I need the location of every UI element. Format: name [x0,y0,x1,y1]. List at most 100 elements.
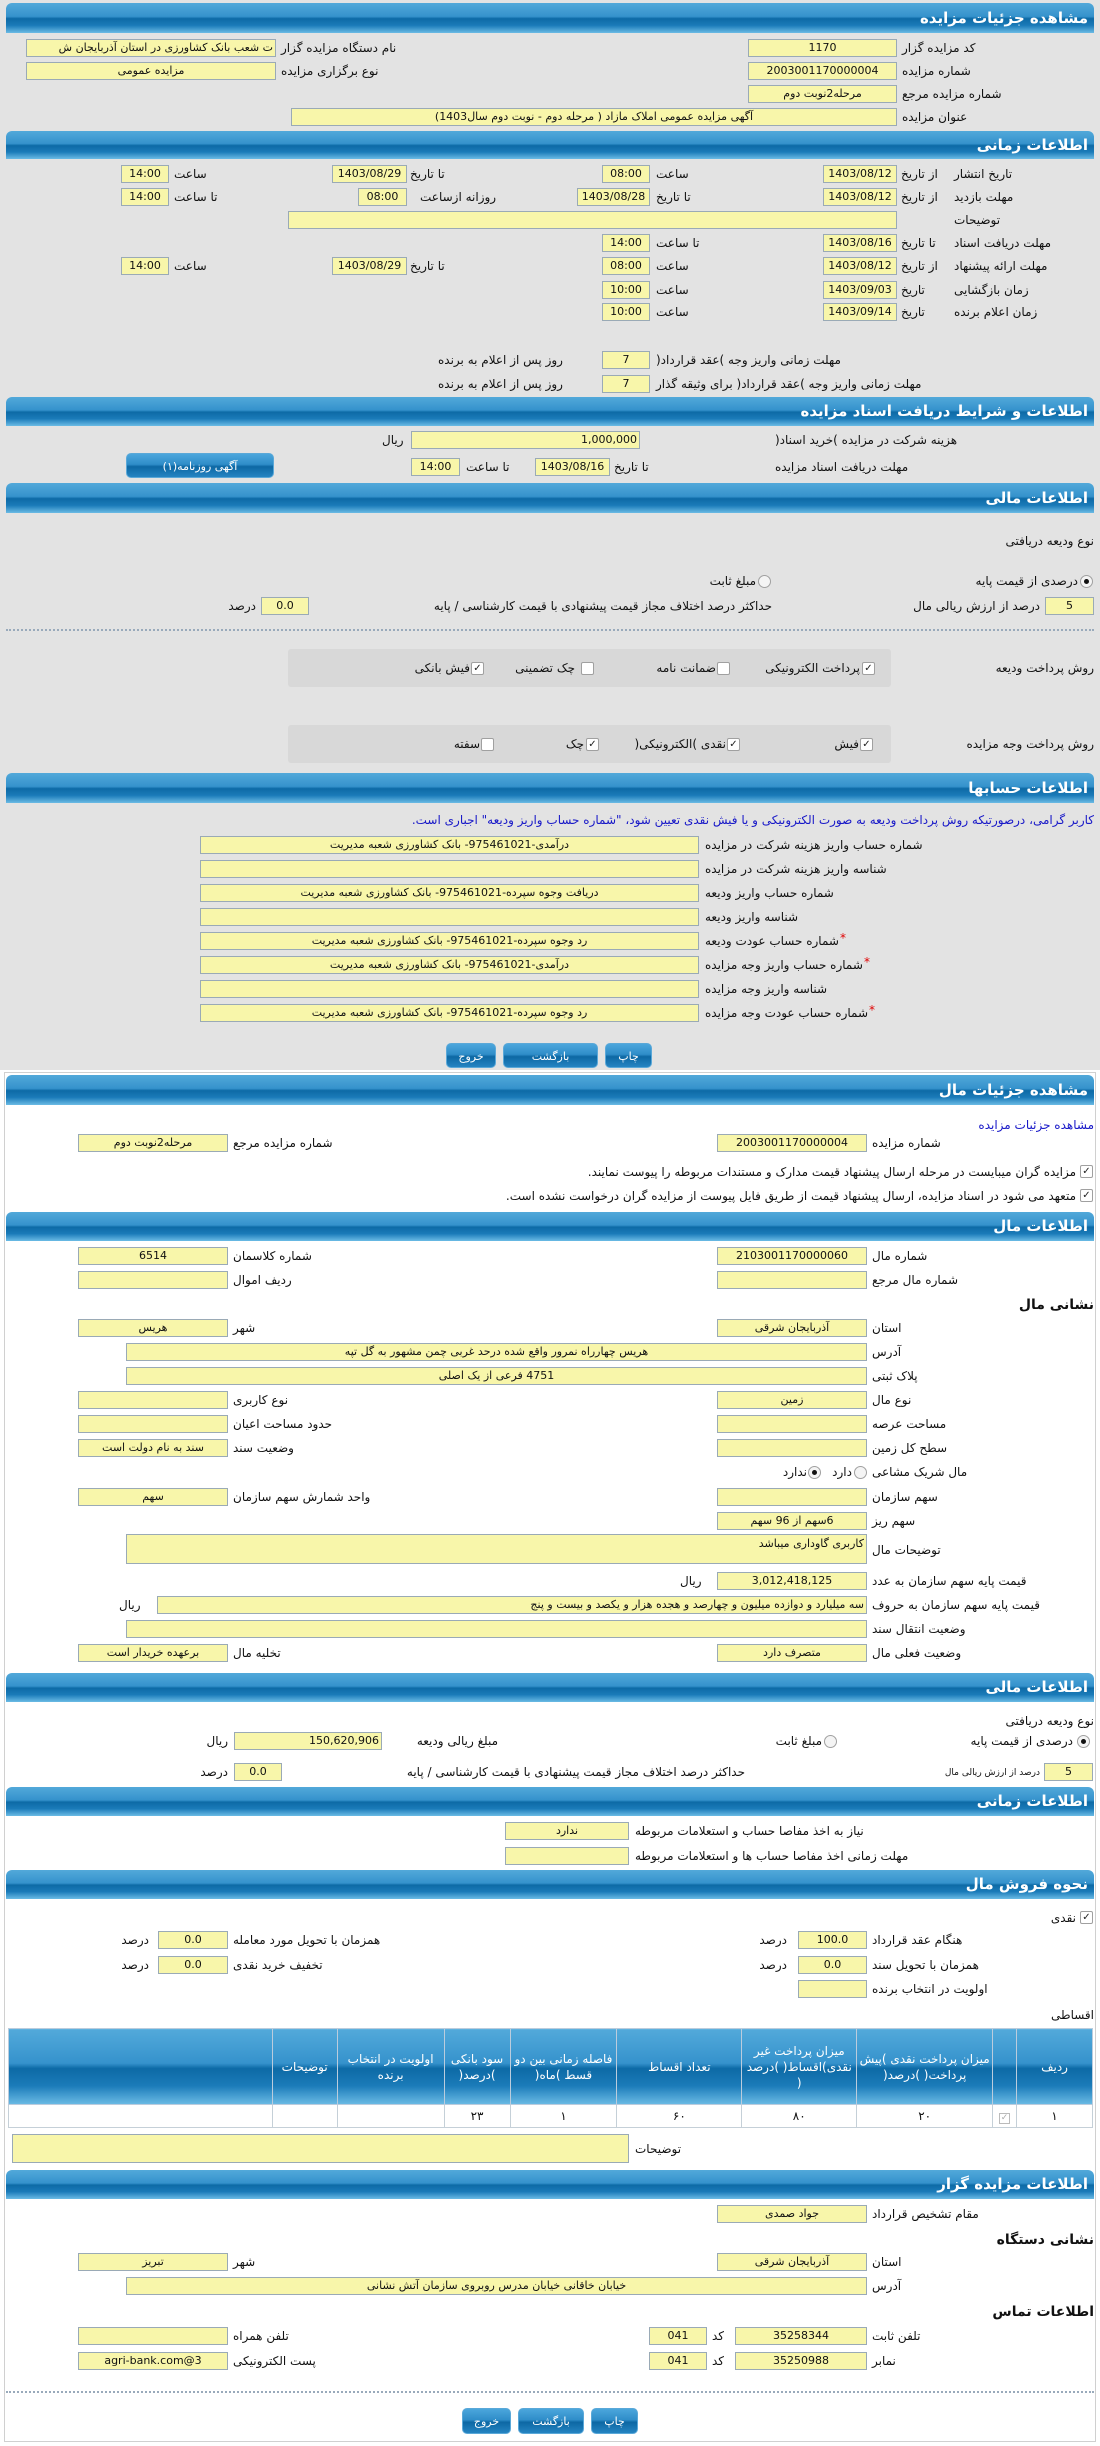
from-time-field[interactable]: 08:00 [602,165,650,183]
docs-time-field[interactable]: 14:00 [602,234,650,252]
exit-button[interactable]: خروج [446,1043,496,1068]
payment-method-checkbox[interactable]: ✓ [727,738,740,751]
deposit-method-checkbox[interactable] [717,662,730,675]
max-diff-field[interactable]: 0.0 [234,1763,282,1781]
clearance-field[interactable]: ندارد [505,1822,629,1840]
area-field[interactable] [717,1415,867,1433]
shared-no-radio[interactable] [808,1466,821,1479]
auctioneer-code-field[interactable]: 1170 [748,39,897,57]
back-button[interactable]: بازگشت [503,1043,598,1068]
fixed-amount-radio[interactable] [824,1735,837,1748]
participation-fee-field[interactable]: 1,000,000 [411,431,640,449]
visit-to-time-field[interactable]: 14:00 [121,188,169,206]
transfer-status-field[interactable] [126,1620,867,1638]
usage-field[interactable] [78,1391,228,1409]
cash-checkbox[interactable]: ✓ [1080,1911,1093,1924]
ref-item-field[interactable] [717,1271,867,1289]
account-field[interactable] [200,860,699,878]
mobile-field[interactable] [78,2327,228,2345]
to-time-field[interactable]: 14:00 [121,165,169,183]
visit-from-time-field[interactable]: 08:00 [358,188,407,206]
auction-subject-field[interactable]: آگهی مزایده عمومی املاک مازاد ( مرحله دو… [291,108,897,126]
property-row-field[interactable] [78,1271,228,1289]
province-field[interactable]: آذربایجان شرقی [717,1319,867,1337]
pay2-days-field[interactable]: 7 [602,375,650,393]
item-description-field[interactable]: کاربری گاوداری میباشد [126,1534,867,1564]
item-number-field[interactable]: 2103001170000060 [717,1247,867,1265]
address-field[interactable]: هریس چهارراه نمرور واقع شده درحد غربی چم… [126,1343,867,1361]
auction-details-link[interactable]: مشاهده جزئیات مزایده [978,1118,1094,1132]
organization-name-field[interactable]: ت شعب بانک کشاورزی در استان آذربایجان ش [26,39,276,57]
pay-days-field[interactable]: 7 [602,351,650,369]
account-field[interactable]: رد وجوه سپرده-975461021- بانک کشاورزی شع… [200,1004,699,1022]
deposit-method-checkbox[interactable] [581,662,594,675]
building-field[interactable] [78,1415,228,1433]
class-number-field[interactable]: 6514 [78,1247,228,1265]
org-address-field[interactable]: خیابان خاقانی خیابان مدرس روبروی سازمان … [126,2277,867,2295]
fax-code-field[interactable]: 041 [649,2352,707,2370]
fax-field[interactable]: 35250988 [735,2352,867,2370]
phone-code-field[interactable]: 041 [649,2327,707,2345]
from-time-field[interactable]: 08:00 [602,257,650,275]
deposit-method-checkbox[interactable]: ✓ [862,662,875,675]
contract-percent-field[interactable]: 100.0 [798,1931,867,1949]
percent-radio[interactable] [1077,1735,1090,1748]
exit-button[interactable]: خروج [462,2408,511,2434]
email-field[interactable]: agri-bank.com@3 [78,2352,228,2370]
deposit-percent-field[interactable]: 5 [1045,597,1094,615]
to-date-field[interactable]: 1403/08/29 [332,165,407,183]
winner-date-field[interactable]: 1403/09/14 [823,303,897,321]
contract-authority-field[interactable]: جواد صمدی [717,2205,867,2223]
sale-description-field[interactable] [12,2134,629,2163]
account-field[interactable]: رد وجوه سپرده-975461021- بانک کشاورزی شع… [200,932,699,950]
reference-number-field[interactable]: مرحله2نوبت دوم [748,85,897,103]
province-field[interactable]: آذربایجان شرقی [717,2253,867,2271]
row-checkbox[interactable]: ✓ [999,2112,1011,2124]
fixed-amount-radio[interactable] [758,575,771,588]
priority-field[interactable] [798,1980,867,1998]
opening-date-field[interactable]: 1403/09/03 [823,281,897,299]
city-field[interactable]: هریس [78,1319,228,1337]
docs-deadline-time-field[interactable]: 14:00 [411,458,460,476]
unit-field[interactable]: سهم [78,1488,228,1506]
price-words-field[interactable]: سه میلیارد و دوازده میلیون و چهارصد و هج… [157,1596,867,1614]
city-field[interactable]: تبریز [78,2253,228,2271]
table-cell[interactable]: ✓ [992,2104,1018,2128]
docs-deadline-date-field[interactable]: 1403/08/16 [535,458,610,476]
payment-method-checkbox[interactable] [481,738,494,751]
base-price-field[interactable]: 3,012,418,125 [717,1572,867,1590]
phone-field[interactable]: 35258344 [735,2327,867,2345]
account-field[interactable] [200,908,699,926]
percent-radio[interactable] [1080,575,1093,588]
deed-field[interactable]: سند به نام دولت است [78,1439,228,1457]
payment-method-checkbox[interactable]: ✓ [586,738,599,751]
print-button[interactable]: چاپ [591,2408,638,2434]
from-date-field[interactable]: 1403/08/12 [823,257,897,275]
subshare-field[interactable]: 6سهم از 96 سهم [717,1512,867,1530]
share-field[interactable] [717,1488,867,1506]
auction-type-field[interactable]: مزایده عمومی [26,62,276,80]
payment-method-checkbox[interactable]: ✓ [860,738,873,751]
auction-number-field[interactable]: 2003001170000004 [717,1134,867,1152]
clearance-deadline-field[interactable] [505,1847,629,1865]
delivery-percent-field[interactable]: 0.0 [158,1931,228,1949]
no-attachment-checkbox[interactable]: ✓ [1080,1189,1093,1202]
land-field[interactable] [717,1439,867,1457]
discount-field[interactable]: 0.0 [158,1956,228,1974]
print-button[interactable]: چاپ [605,1043,652,1068]
to-date-field[interactable]: 1403/08/29 [332,257,407,275]
time-description-field[interactable] [288,211,897,229]
reference-number-field[interactable]: مرحله2نوبت دوم [78,1134,228,1152]
visit-to-date-field[interactable]: 1403/08/28 [577,188,650,206]
attachments-required-checkbox[interactable]: ✓ [1080,1165,1093,1178]
opening-time-field[interactable]: 10:00 [602,281,650,299]
back-button[interactable]: بازگشت [518,2408,584,2434]
account-field[interactable]: درآمدی-975461021- بانک کشاورزی شعبه مدیر… [200,956,699,974]
account-field[interactable] [200,980,699,998]
deposit-method-checkbox[interactable]: ✓ [471,662,484,675]
max-diff-field[interactable]: 0.0 [261,597,309,615]
plate-field[interactable]: 4751 فرعی از یک اصلی [126,1367,867,1385]
type-field[interactable]: زمین [717,1391,867,1409]
visit-from-date-field[interactable]: 1403/08/12 [823,188,897,206]
deed-percent-field[interactable]: 0.0 [798,1956,867,1974]
